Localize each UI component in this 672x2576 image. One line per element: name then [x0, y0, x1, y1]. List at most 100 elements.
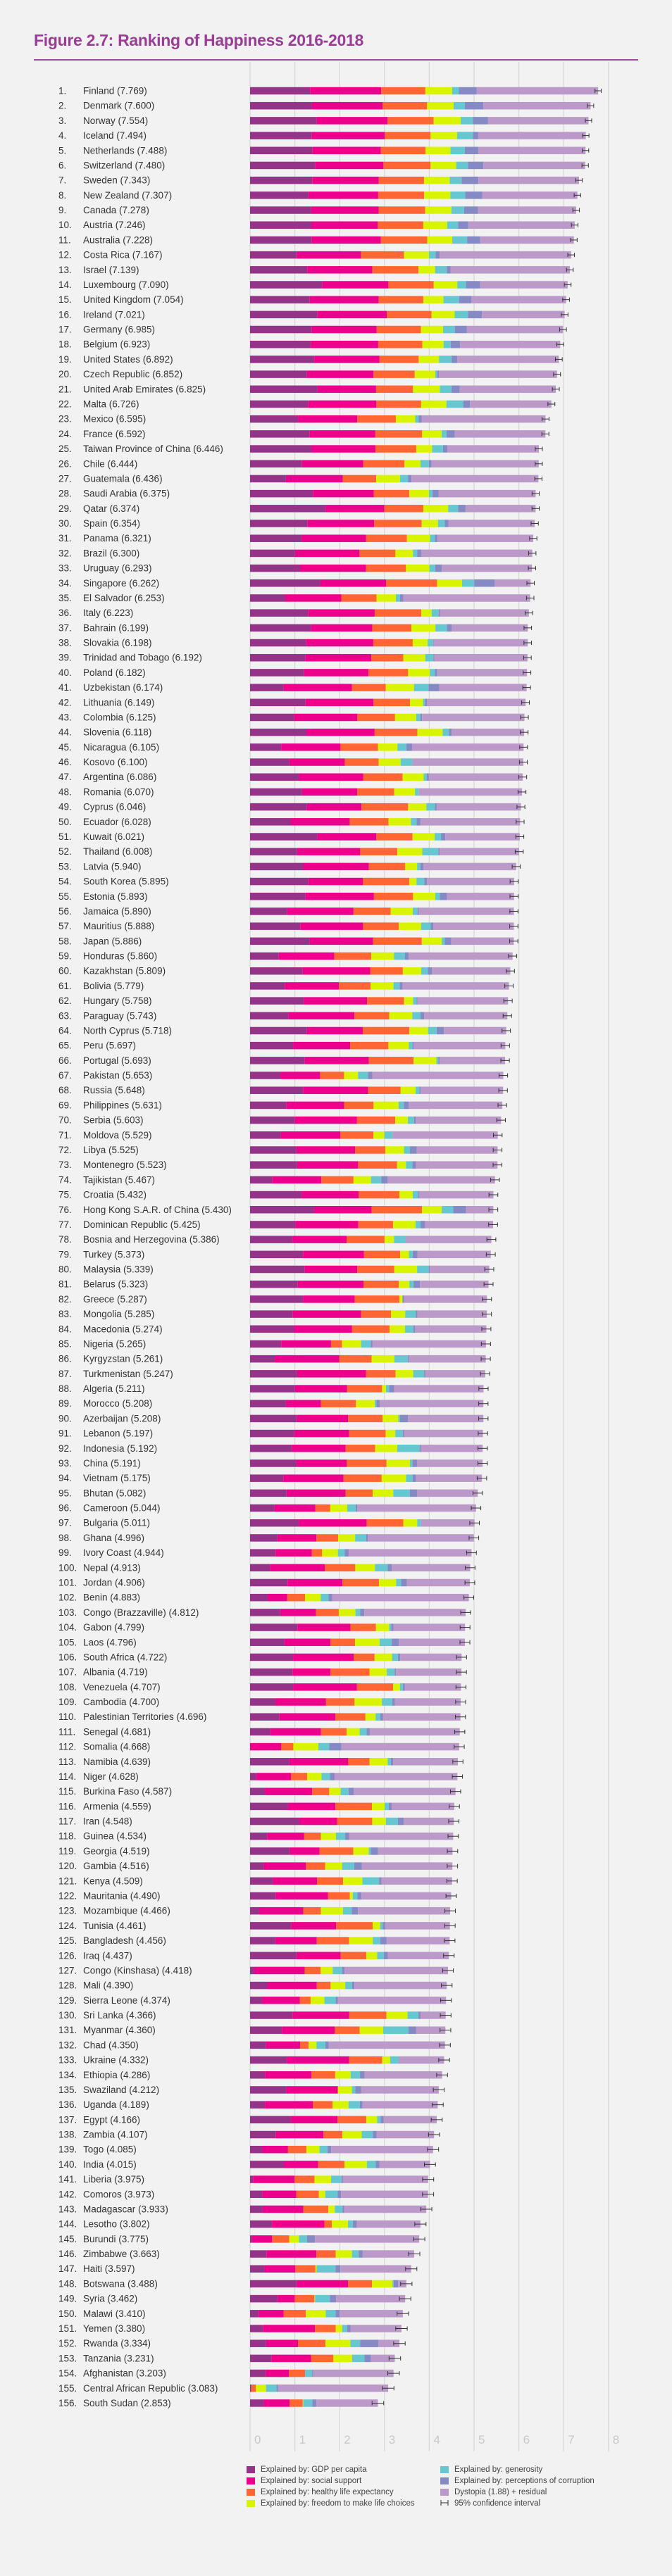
rank-label: 126. — [58, 1950, 77, 1961]
rank-label: 148. — [58, 2278, 77, 2289]
bar-segment-social — [274, 1504, 316, 1512]
bar-segment-health — [358, 1190, 400, 1199]
bar-segment-health — [351, 1325, 390, 1333]
bar-segment-gdp — [250, 1250, 304, 1259]
bar-segment-freedom — [356, 1400, 375, 1407]
bar-segment-generosity — [417, 862, 421, 871]
rank-label: 124. — [58, 1921, 77, 1931]
bar-segment-health — [306, 1862, 325, 1870]
bar-segment-dystopia — [451, 937, 514, 945]
bar-segment-social — [302, 967, 371, 975]
bar-segment-gdp — [250, 2280, 297, 2288]
country-label: Ireland (7.021) — [83, 309, 145, 320]
rank-label: 153. — [58, 2353, 77, 2363]
x-tick-label: 2 — [344, 2433, 350, 2446]
bar-segment-corruption — [454, 325, 467, 334]
country-label: Trinidad and Tobago (6.192) — [83, 653, 202, 663]
bar-segment-gdp — [250, 1190, 302, 1199]
bar-segment-corruption — [399, 1414, 409, 1423]
bar-segment-dystopia — [411, 475, 539, 483]
bar-segment-generosity — [361, 2130, 373, 2139]
country-label: Honduras (5.860) — [83, 951, 157, 962]
bar-segment-social — [311, 340, 378, 348]
country-label: Uruguay (6.293) — [83, 563, 152, 574]
bar-segment-health — [358, 1221, 394, 1229]
bar-segment-freedom — [335, 2071, 351, 2079]
bar-segment-freedom — [422, 430, 442, 438]
rank-label: 101. — [58, 1578, 77, 1588]
legend-label: 95% confidence interval — [454, 2499, 541, 2508]
bar-segment-corruption — [409, 1146, 417, 1154]
bar-segment-generosity — [385, 1385, 390, 1393]
bar-segment-corruption — [380, 2116, 384, 2124]
bar-segment-generosity — [321, 1593, 329, 1602]
country-label: Congo (Brazzaville) (4.812) — [83, 1607, 199, 1618]
country-label: Latvia (5.940) — [83, 861, 142, 872]
bar-segment-freedom — [375, 1445, 397, 1452]
country-label: Chile (6.444) — [83, 458, 137, 469]
rank-label: 21. — [58, 384, 72, 394]
bar-segment-gdp — [250, 430, 310, 438]
bar-segment-social — [280, 1131, 341, 1139]
bar-segment-corruption — [418, 415, 422, 423]
rank-label: 143. — [58, 2204, 77, 2214]
bar-segment-gdp — [250, 2235, 252, 2243]
rank-label: 60. — [58, 966, 72, 976]
bar-segment-corruption — [408, 2026, 416, 2034]
bar-segment-health — [368, 1086, 401, 1094]
country-label: Belgium (6.923) — [83, 339, 150, 350]
bar-segment-freedom — [382, 1414, 399, 1423]
bar-segment-corruption — [440, 893, 447, 900]
rank-label: 66. — [58, 1055, 72, 1066]
bar-segment-generosity — [421, 967, 428, 975]
bar-segment-corruption — [351, 1981, 355, 1990]
bar-segment-generosity — [442, 1206, 454, 1214]
bar-segment-health — [378, 206, 425, 214]
bar-segment-health — [315, 2325, 336, 2332]
bar-segment-dystopia — [487, 117, 589, 125]
bar-segment-corruption — [359, 2101, 363, 2109]
bar-segment-social — [309, 296, 379, 303]
bar-segment-social — [300, 922, 363, 930]
bar-segment-corruption — [355, 1504, 358, 1512]
bar-segment-gdp — [250, 1086, 304, 1094]
bar-segment-corruption — [366, 1534, 368, 1542]
bar-segment-gdp — [250, 1414, 297, 1423]
bar-segment-gdp — [250, 1877, 273, 1885]
bar-segment-generosity — [345, 1981, 352, 1990]
bar-segment-corruption — [465, 191, 483, 199]
bar-segment-generosity — [449, 176, 462, 184]
bar-segment-corruption — [447, 624, 452, 632]
bar-segment-dystopia — [421, 415, 546, 423]
bar-segment-freedom — [307, 1773, 322, 1780]
bar-segment-social — [262, 1997, 300, 2004]
bar-segment-social — [280, 1072, 321, 1079]
bar-segment-dystopia — [278, 2385, 389, 2392]
bar-segment-freedom — [399, 922, 421, 930]
bar-segment-gdp — [250, 1265, 305, 1274]
country-label: France (6.592) — [83, 429, 146, 439]
bar-segment-dystopia — [380, 1400, 484, 1407]
bar-segment-dystopia — [432, 967, 511, 975]
bar-segment-social — [282, 2026, 335, 2034]
bar-segment-gdp — [250, 340, 311, 348]
bar-segment-dystopia — [470, 400, 552, 408]
bar-segment-dystopia — [362, 2250, 414, 2258]
bar-segment-health — [357, 415, 396, 423]
bar-segment-gdp — [250, 1683, 294, 1691]
bar-segment-corruption — [473, 132, 478, 139]
bar-segment-freedom — [306, 2310, 326, 2318]
legend-swatch — [247, 2489, 255, 2496]
bar-segment-freedom — [418, 266, 435, 274]
country-label: Greece (5.287) — [83, 1294, 147, 1305]
country-label: Sierra Leone (4.374) — [83, 1995, 170, 2006]
bar-segment-gdp — [250, 907, 287, 915]
bar-segment-generosity — [366, 2161, 376, 2168]
bar-segment-health — [324, 2220, 332, 2228]
bar-segment-corruption — [398, 1817, 404, 1826]
chart-title: Figure 2.7: Ranking of Happiness 2016-20… — [34, 31, 364, 49]
bar-segment-health — [316, 1534, 338, 1542]
bar-segment-corruption — [447, 430, 455, 438]
bar-segment-gdp — [250, 2056, 287, 2064]
bar-segment-generosity — [411, 818, 417, 826]
